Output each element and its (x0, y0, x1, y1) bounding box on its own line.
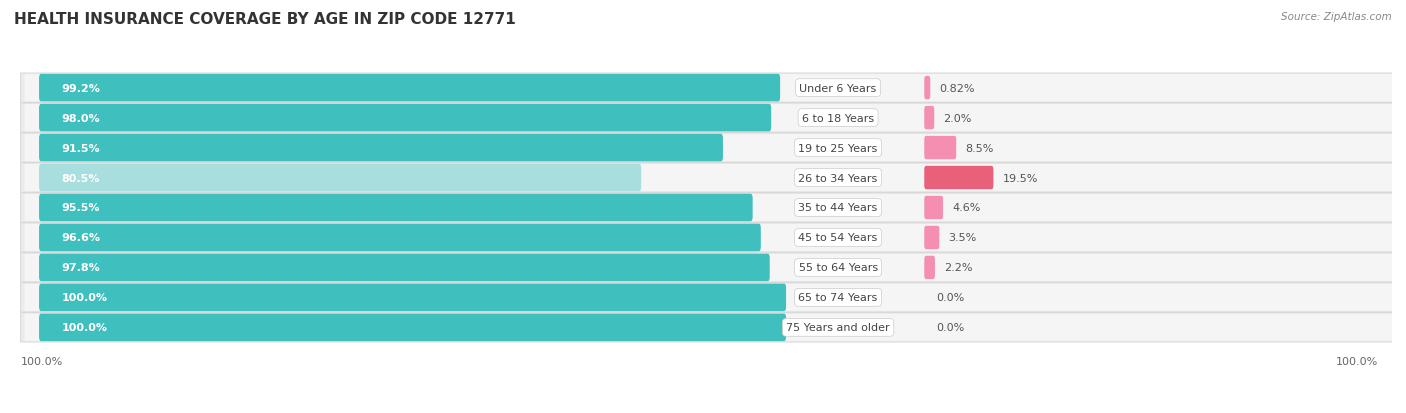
FancyBboxPatch shape (924, 256, 935, 280)
Text: Under 6 Years: Under 6 Years (800, 83, 877, 93)
FancyBboxPatch shape (39, 164, 641, 192)
FancyBboxPatch shape (24, 284, 1406, 311)
FancyBboxPatch shape (39, 104, 772, 132)
FancyBboxPatch shape (24, 75, 1406, 102)
Text: 80.5%: 80.5% (62, 173, 100, 183)
Text: HEALTH INSURANCE COVERAGE BY AGE IN ZIP CODE 12771: HEALTH INSURANCE COVERAGE BY AGE IN ZIP … (14, 12, 516, 27)
Text: 100.0%: 100.0% (21, 356, 63, 367)
FancyBboxPatch shape (924, 77, 931, 100)
FancyBboxPatch shape (924, 196, 943, 220)
FancyBboxPatch shape (924, 226, 939, 249)
Text: 3.5%: 3.5% (949, 233, 977, 243)
Text: 65 to 74 Years: 65 to 74 Years (799, 293, 877, 303)
Text: 97.8%: 97.8% (62, 263, 100, 273)
Text: 75 Years and older: 75 Years and older (786, 323, 890, 332)
Text: 99.2%: 99.2% (62, 83, 100, 93)
FancyBboxPatch shape (21, 253, 1406, 282)
Text: 4.6%: 4.6% (952, 203, 980, 213)
Text: 2.2%: 2.2% (945, 263, 973, 273)
FancyBboxPatch shape (39, 75, 780, 102)
Text: 2.0%: 2.0% (943, 113, 972, 123)
FancyBboxPatch shape (21, 313, 1406, 342)
FancyBboxPatch shape (21, 193, 1406, 223)
FancyBboxPatch shape (924, 107, 934, 130)
Text: 0.0%: 0.0% (936, 293, 965, 303)
Text: 45 to 54 Years: 45 to 54 Years (799, 233, 877, 243)
Text: Source: ZipAtlas.com: Source: ZipAtlas.com (1281, 12, 1392, 22)
Text: 8.5%: 8.5% (966, 143, 994, 153)
Text: 55 to 64 Years: 55 to 64 Years (799, 263, 877, 273)
FancyBboxPatch shape (24, 195, 1406, 221)
Text: 19.5%: 19.5% (1002, 173, 1038, 183)
Text: 6 to 18 Years: 6 to 18 Years (801, 113, 875, 123)
FancyBboxPatch shape (21, 104, 1406, 133)
Text: 95.5%: 95.5% (62, 203, 100, 213)
Text: 91.5%: 91.5% (62, 143, 100, 153)
Text: 100.0%: 100.0% (62, 293, 107, 303)
Text: 26 to 34 Years: 26 to 34 Years (799, 173, 877, 183)
Text: 0.82%: 0.82% (939, 83, 974, 93)
FancyBboxPatch shape (24, 254, 1406, 281)
FancyBboxPatch shape (39, 194, 752, 222)
FancyBboxPatch shape (24, 165, 1406, 192)
FancyBboxPatch shape (24, 224, 1406, 252)
Text: 35 to 44 Years: 35 to 44 Years (799, 203, 877, 213)
FancyBboxPatch shape (24, 105, 1406, 132)
FancyBboxPatch shape (21, 223, 1406, 252)
Text: 19 to 25 Years: 19 to 25 Years (799, 143, 877, 153)
FancyBboxPatch shape (39, 135, 723, 162)
Text: 100.0%: 100.0% (1336, 356, 1378, 367)
Text: 96.6%: 96.6% (62, 233, 100, 243)
FancyBboxPatch shape (39, 224, 761, 252)
FancyBboxPatch shape (39, 314, 786, 341)
Text: 0.0%: 0.0% (936, 323, 965, 332)
FancyBboxPatch shape (21, 164, 1406, 193)
Text: 100.0%: 100.0% (62, 323, 107, 332)
FancyBboxPatch shape (21, 74, 1406, 103)
FancyBboxPatch shape (924, 137, 956, 160)
FancyBboxPatch shape (21, 133, 1406, 163)
FancyBboxPatch shape (21, 283, 1406, 312)
FancyBboxPatch shape (24, 314, 1406, 341)
Text: 98.0%: 98.0% (62, 113, 100, 123)
FancyBboxPatch shape (39, 284, 786, 311)
FancyBboxPatch shape (39, 254, 769, 282)
FancyBboxPatch shape (924, 166, 994, 190)
FancyBboxPatch shape (24, 135, 1406, 161)
